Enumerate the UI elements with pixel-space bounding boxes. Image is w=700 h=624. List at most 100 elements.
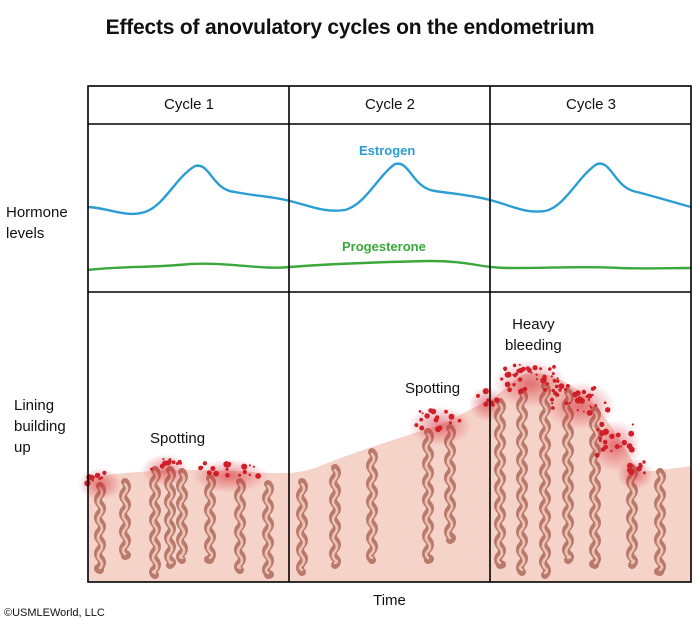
gland-lumen bbox=[206, 478, 214, 560]
blood-fleck bbox=[626, 443, 633, 449]
gland-lumen bbox=[178, 472, 186, 560]
blood-fleck bbox=[168, 458, 172, 462]
bleeding-sites bbox=[78, 360, 653, 500]
gland-lumen bbox=[236, 482, 244, 570]
blood-fleck bbox=[628, 430, 635, 437]
gland-lumen bbox=[518, 392, 526, 572]
blood-fleck bbox=[609, 433, 615, 439]
spotting-label-cycle-2: Spotting bbox=[405, 380, 461, 397]
blood-fleck bbox=[535, 373, 538, 376]
blood-fleck bbox=[162, 458, 165, 461]
blood-fleck bbox=[512, 383, 516, 387]
blood-fleck bbox=[91, 478, 94, 482]
blood-fleck bbox=[171, 460, 176, 465]
estrogen-label: Estrogen bbox=[359, 143, 416, 158]
blood-fleck bbox=[558, 383, 565, 389]
blood-fleck bbox=[642, 471, 646, 475]
blood-fleck bbox=[603, 401, 607, 405]
blood-fleck bbox=[603, 444, 608, 450]
gland-lumen bbox=[331, 468, 339, 565]
blood-fleck bbox=[242, 469, 247, 475]
blood-fleck bbox=[582, 410, 585, 413]
blood-fleck bbox=[587, 398, 591, 401]
blood-fleck bbox=[535, 378, 539, 381]
blood-fleck bbox=[620, 445, 622, 448]
bleeding-glow bbox=[544, 382, 616, 430]
estrogen-curve bbox=[87, 162, 692, 216]
gland-lumen bbox=[166, 470, 174, 565]
progesterone-label: Progesterone bbox=[342, 239, 426, 254]
blood-fleck bbox=[248, 464, 251, 467]
blood-fleck bbox=[512, 363, 517, 368]
blood-fleck bbox=[631, 423, 635, 426]
blood-fleck bbox=[505, 371, 512, 378]
x-axis-label: Time bbox=[373, 592, 406, 609]
blood-fleck bbox=[433, 417, 439, 423]
blood-fleck bbox=[591, 393, 594, 397]
blood-fleck bbox=[621, 439, 627, 446]
blood-fleck bbox=[419, 417, 424, 422]
blood-fleck bbox=[522, 386, 528, 392]
blood-fleck bbox=[602, 428, 610, 435]
gland-lumen bbox=[656, 472, 664, 572]
bleeding-glow bbox=[617, 458, 653, 490]
blood-fleck bbox=[424, 413, 430, 419]
blood-fleck bbox=[556, 379, 560, 383]
blood-fleck bbox=[213, 470, 220, 477]
blood-fleck bbox=[599, 432, 604, 437]
blood-fleck bbox=[615, 432, 621, 438]
gland-lumen bbox=[298, 482, 306, 572]
blood-fleck bbox=[552, 378, 557, 383]
blood-fleck bbox=[444, 409, 448, 414]
blood-fleck bbox=[248, 473, 252, 477]
diagram-title: Effects of anovulatory cycles on the end… bbox=[105, 16, 595, 39]
gland-lumen bbox=[96, 486, 104, 570]
blood-fleck bbox=[162, 460, 168, 467]
blood-fleck bbox=[94, 472, 101, 479]
cycle-2-label: Cycle 2 bbox=[364, 96, 416, 113]
heavy-bleeding-label: Heavy bleeding bbox=[505, 316, 562, 354]
bleeding-glow bbox=[141, 454, 189, 486]
blood-fleck bbox=[548, 367, 552, 371]
blood-fleck bbox=[482, 388, 489, 395]
blood-fleck bbox=[550, 375, 553, 378]
blood-fleck bbox=[551, 372, 555, 376]
blood-fleck bbox=[556, 377, 559, 380]
blood-fleck bbox=[628, 468, 635, 476]
blood-fleck bbox=[198, 465, 203, 471]
blood-fleck bbox=[507, 387, 512, 393]
blood-fleck bbox=[605, 407, 611, 413]
blood-fleck bbox=[551, 402, 554, 405]
blood-fleck bbox=[448, 413, 455, 420]
blood-fleck bbox=[512, 373, 515, 376]
blood-fleck bbox=[592, 386, 597, 390]
blood-fleck bbox=[553, 391, 558, 396]
blood-fleck bbox=[602, 439, 608, 445]
blood-fleck bbox=[551, 406, 555, 410]
blood-fleck bbox=[435, 426, 441, 433]
progesterone-curve bbox=[87, 259, 692, 272]
blood-fleck bbox=[552, 365, 556, 369]
gland-lumen bbox=[446, 428, 454, 540]
blood-fleck bbox=[636, 465, 642, 472]
blood-fleck bbox=[210, 466, 216, 471]
blood-fleck bbox=[557, 394, 560, 397]
blood-fleck bbox=[558, 388, 562, 392]
gland-lumen bbox=[264, 484, 272, 575]
gland-lumen bbox=[424, 432, 432, 560]
blood-fleck bbox=[255, 473, 261, 479]
gland-lumen bbox=[368, 452, 376, 560]
blood-fleck bbox=[545, 382, 550, 386]
blood-fleck bbox=[614, 444, 620, 450]
blood-fleck bbox=[225, 472, 230, 478]
blood-fleck bbox=[100, 476, 104, 480]
blood-fleck bbox=[489, 400, 495, 405]
blood-fleck bbox=[516, 368, 521, 373]
spotting-label-cycle-1: Spotting bbox=[150, 430, 206, 447]
blood-fleck bbox=[581, 389, 587, 395]
blood-fleck bbox=[476, 393, 480, 398]
blood-fleck bbox=[495, 399, 499, 402]
blood-fleck bbox=[543, 387, 548, 392]
blood-fleck bbox=[627, 462, 633, 469]
